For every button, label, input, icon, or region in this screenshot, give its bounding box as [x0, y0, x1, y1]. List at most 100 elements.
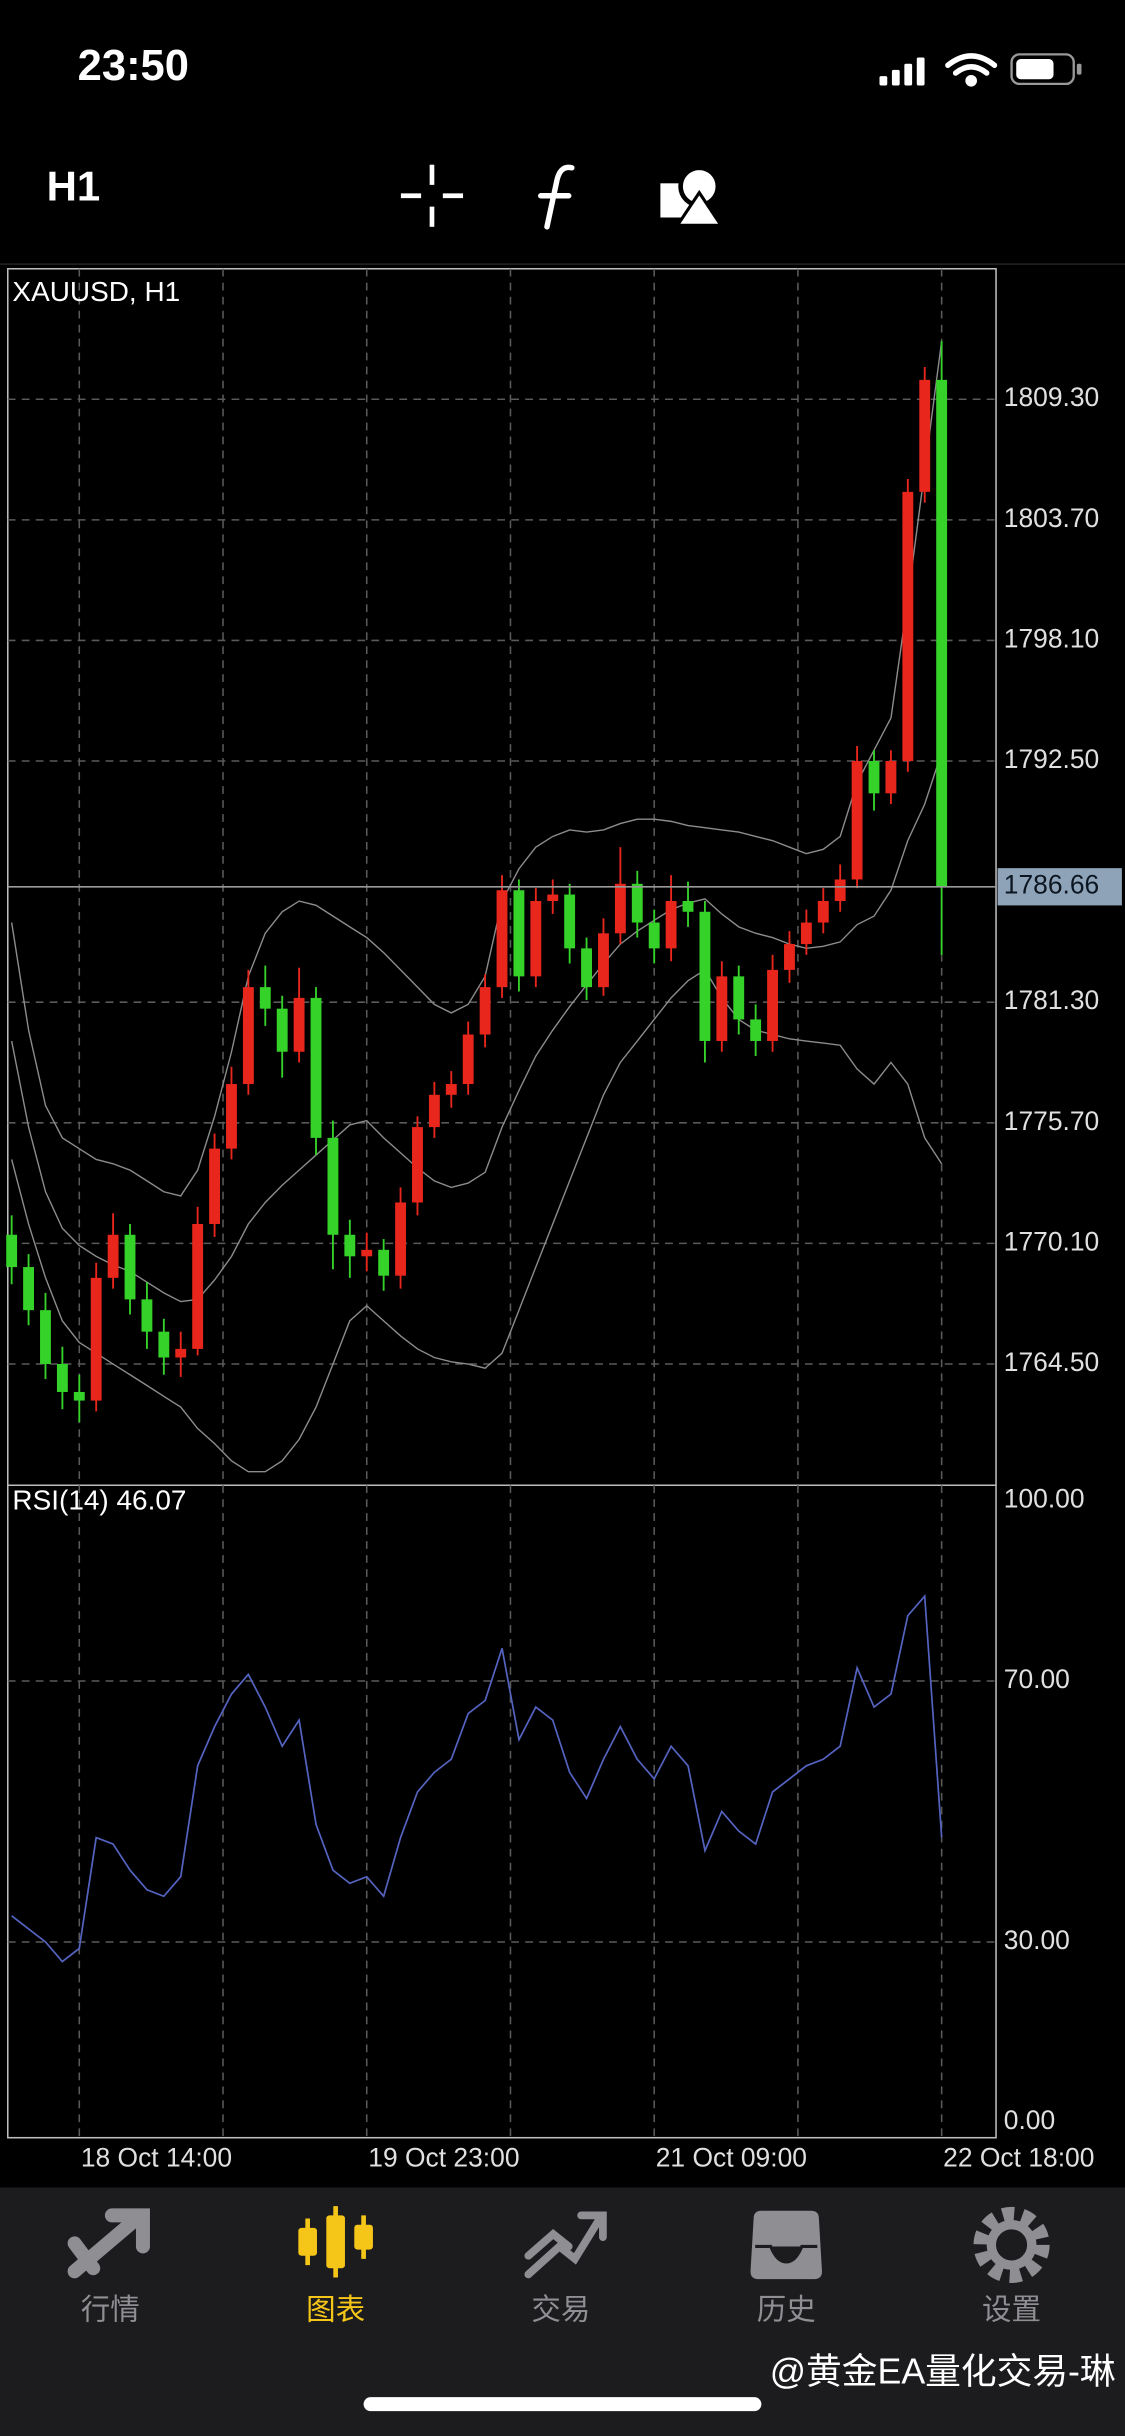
y-tick-label: 100.00	[1004, 1484, 1085, 1514]
candle-body	[395, 1202, 406, 1276]
x-tick-label: 18 Oct 14:00	[81, 2142, 232, 2172]
tab-icon	[747, 2207, 826, 2283]
candle-body	[834, 879, 846, 902]
tabs: 行情 图表 交易 历史 设置	[67, 2206, 1050, 2327]
candle-body	[902, 491, 914, 762]
candle-body	[851, 761, 863, 880]
tab-icon	[524, 2211, 607, 2279]
battery-icon	[1010, 53, 1082, 86]
candle-body	[141, 1299, 153, 1332]
y-tick-label: 1803.70	[1004, 503, 1099, 533]
y-tick-label: 1798.10	[1004, 623, 1099, 653]
tab-label: 历史	[757, 2294, 816, 2327]
candle-body	[344, 1234, 356, 1257]
candle-body	[598, 933, 609, 988]
candle-body	[276, 1008, 288, 1052]
status-time: 23:50	[78, 42, 189, 90]
candle-body	[23, 1267, 35, 1311]
rsi-title: RSI(14) 46.07	[12, 1485, 186, 1516]
candle-body	[378, 1249, 390, 1276]
last-price-label: 1786.66	[1004, 870, 1099, 900]
plot: 18 Oct 14:00 19 Oct 23:00 21 Oct 09:00 22 O…	[6, 268, 1122, 2172]
tab-label: 图表	[306, 2294, 365, 2327]
bollinger-middle	[10, 752, 943, 1303]
signal-icon	[879, 57, 925, 86]
y-tick-label: 0.00	[1004, 2105, 1055, 2135]
candle-body	[310, 997, 322, 1138]
y-tick-label: 1809.30	[1004, 382, 1099, 412]
candle-body	[259, 987, 271, 1009]
candle-body	[124, 1234, 136, 1300]
timeframe-button[interactable]: H1	[47, 163, 101, 210]
candle-body	[73, 1391, 85, 1401]
candle-body	[631, 883, 643, 923]
candle-body	[242, 987, 254, 1085]
tab-bar	[0, 2187, 1125, 2436]
candle-body	[530, 901, 542, 977]
candle-body	[581, 948, 592, 988]
chart-frame	[6, 267, 997, 2139]
candle-body	[445, 1084, 457, 1095]
candle-body	[107, 1234, 119, 1278]
candle-body	[919, 379, 931, 492]
candle-body	[513, 890, 525, 977]
candle-body	[90, 1277, 102, 1401]
home-indicator	[363, 2397, 762, 2412]
objects-button[interactable]	[660, 165, 724, 227]
candle-body	[564, 894, 576, 949]
tab-icon	[973, 2206, 1050, 2283]
candle-body	[750, 1019, 762, 1041]
candle-body	[226, 1084, 237, 1149]
last-price-box	[997, 868, 1122, 906]
bollinger-lower	[10, 968, 943, 1473]
candle-body	[800, 922, 812, 945]
candle-body	[817, 901, 829, 923]
candle-body	[293, 997, 305, 1052]
candle-body	[936, 379, 948, 887]
candle-body	[158, 1331, 170, 1358]
tab[interactable]: 交易	[524, 2211, 607, 2327]
tab-label: 设置	[982, 2294, 1041, 2327]
y-tick-label: 1775.70	[1004, 1106, 1099, 1136]
y-tick-label: 30.00	[1004, 1925, 1070, 1955]
indicators-button[interactable]	[538, 164, 575, 230]
candle-body	[428, 1094, 440, 1128]
candle-body	[699, 911, 711, 1041]
x-tick-label: 19 Oct 23:00	[368, 2142, 519, 2172]
candle-body	[327, 1137, 339, 1235]
chart-title: XAUUSD, H1	[12, 276, 180, 307]
tab[interactable]: 历史	[747, 2207, 826, 2327]
bollinger-upper	[10, 341, 943, 1197]
candle-body	[614, 883, 626, 934]
tab[interactable]: 图表	[298, 2206, 373, 2327]
candle-body	[6, 1234, 18, 1268]
x-tick-label: 22 Oct 18:00	[943, 2142, 1094, 2172]
candle-body	[175, 1348, 187, 1358]
candle-body	[496, 890, 508, 988]
candle-body	[885, 761, 897, 794]
tab-icon	[986, 2220, 1037, 2270]
wifi-icon	[945, 53, 998, 87]
watermark: @黄金EA量化交易-琳	[770, 2351, 1116, 2391]
candle-body	[479, 987, 491, 1035]
candle-body	[192, 1224, 204, 1349]
y-tick-label: 1792.50	[1004, 744, 1099, 774]
candle-body	[784, 944, 795, 970]
candle-body	[361, 1249, 373, 1257]
y-tick-label: 1770.10	[1004, 1226, 1099, 1256]
candle-body	[868, 761, 880, 794]
candle-body	[733, 976, 745, 1020]
candle-body	[716, 976, 728, 1041]
candle-body	[547, 894, 559, 902]
tab-label: 交易	[531, 2294, 590, 2327]
candle-body	[462, 1034, 474, 1085]
tab[interactable]: 设置	[973, 2206, 1050, 2327]
tab-icon	[67, 2208, 150, 2279]
y-tick-label: 70.00	[1004, 1664, 1070, 1694]
x-tick-label: 21 Oct 09:00	[656, 2142, 807, 2172]
tab[interactable]: 行情	[67, 2208, 150, 2327]
crosshair-button[interactable]	[400, 164, 464, 227]
